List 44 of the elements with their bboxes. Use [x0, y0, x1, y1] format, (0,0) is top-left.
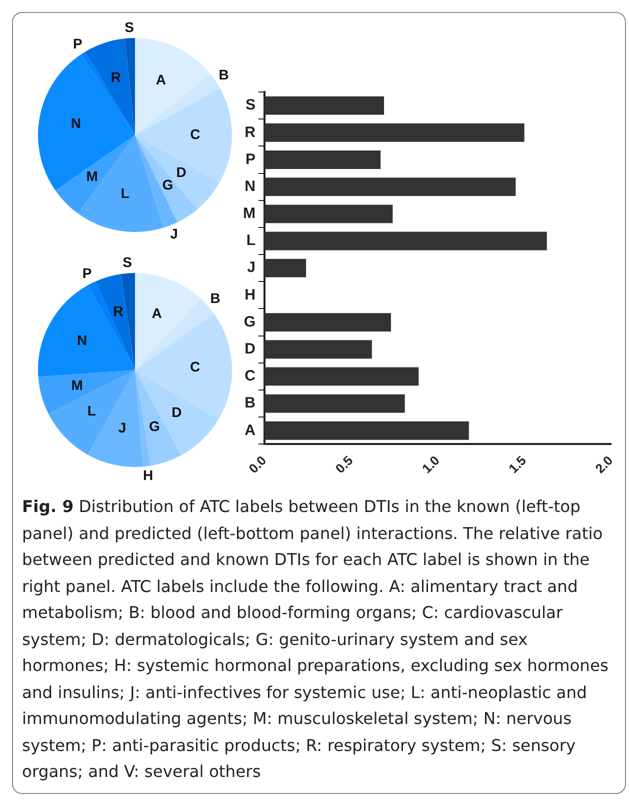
slice-label: S [124, 19, 134, 36]
slice-label: B [210, 290, 220, 306]
slice-label: R [110, 68, 121, 85]
text: Fig. 9 Distribution of ATC labels between DTIs in the known (left-top panel) and predicted (left-bottom panel) interactions. The relative ratio between predicted and known DTIs for each ATC label is shown in the right panel. ATC labels include the following. A: alimentary tract and metabolism; B: blood and blood-forming organs; C: cardiovascular system; D: dermatologicals; G: genito-urinary system and sex hormones; H: systemic hormonal preparations, excluding sex hormones and insulins; J: anti-infectives for systemic use; L: anti-neoplastic and immunomodulating agents; M: musculoskeletal system; N: nervous system; P: anti-parasitic products; R: respiratory system; S: sensory organs; and V: several others [22, 497, 609, 781]
slice-label: L [87, 402, 96, 419]
y-tick-label: P [245, 150, 256, 168]
x-tick-label: 2.0 [592, 452, 616, 476]
slice-label: G [149, 418, 160, 434]
slice-label: C [190, 358, 200, 374]
y-tick-label: S [245, 96, 256, 114]
slice-label: M [86, 168, 98, 184]
y-tick-label: M [242, 205, 256, 222]
slice-label: G [162, 176, 174, 192]
y-tick-label: H [244, 286, 256, 304]
slice-label: L [120, 185, 130, 202]
slice-label: D [172, 404, 182, 420]
x-tick-label: 1.0 [418, 452, 442, 476]
slice-label: N [77, 332, 88, 348]
y-tick-label: D [244, 340, 256, 358]
slice-label: P [72, 36, 82, 52]
y-tick-label: A [244, 422, 256, 439]
slice-label: N [70, 114, 81, 131]
x-tick-label: 0.5 [332, 452, 356, 476]
y-tick-label: N [244, 178, 256, 195]
slice-label: J [170, 225, 178, 242]
slice-label: H [143, 467, 154, 484]
y-tick-label: J [247, 259, 256, 276]
x-tick-label: 1.5 [506, 452, 529, 476]
slice-label: B [218, 66, 229, 82]
y-tick-label: B [244, 394, 256, 412]
y-tick-label: R [244, 124, 256, 141]
slice-label: A [152, 304, 162, 321]
slice-label: M [71, 376, 83, 393]
slice-label: C [190, 126, 200, 142]
slice-label: A [156, 72, 166, 88]
y-tick-label: G [244, 313, 256, 330]
slice-label: J [118, 420, 126, 436]
x-tick-label: 0.0 [246, 452, 270, 476]
slice-label: R [113, 303, 124, 320]
slice-label: D [176, 164, 186, 180]
slice-label: P [82, 265, 92, 282]
slice-label: S [122, 254, 132, 270]
y-tick-label: L [246, 232, 256, 250]
y-tick-label: C [244, 368, 256, 385]
